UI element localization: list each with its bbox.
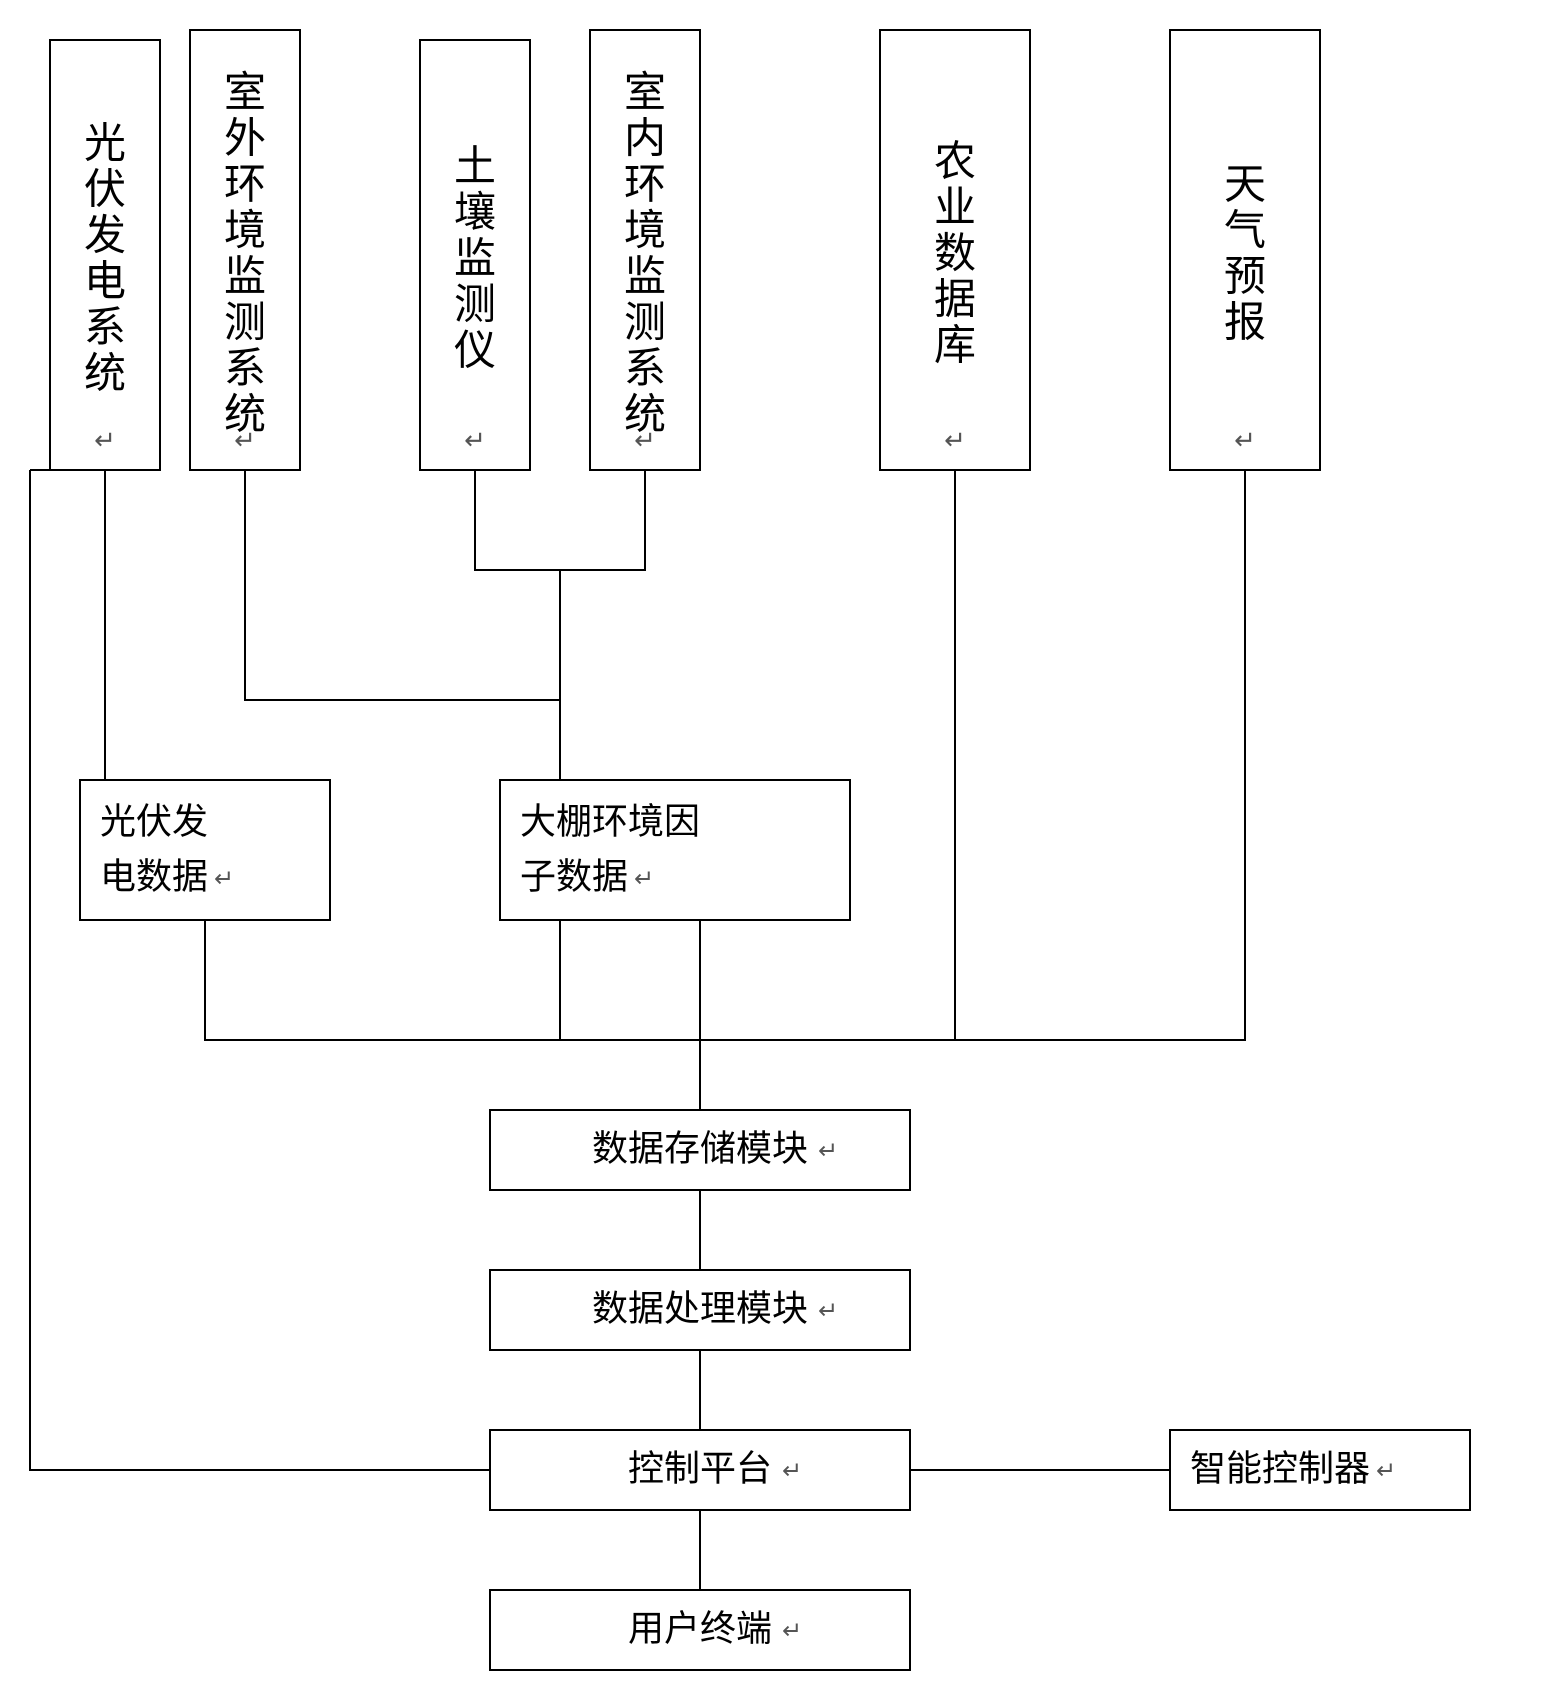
top-box-weather-char-3: 报 bbox=[1224, 301, 1266, 347]
top-box-outdoor-char-4: 监 bbox=[224, 255, 266, 301]
top-box-agri-arrow-icon: ↵ bbox=[944, 425, 966, 455]
stack-box-storage: 数据存储模块 ↵ bbox=[490, 1110, 910, 1190]
top-box-agri: 农业数据库 ↵ bbox=[880, 30, 1030, 470]
stack-box-process-arrow-icon: ↵ bbox=[818, 1297, 838, 1324]
top-box-soil-arrow-icon: ↵ bbox=[464, 425, 486, 455]
top-box-pv: 光伏发电系统 ↵ bbox=[50, 40, 160, 470]
top-box-indoor: 室内环境监测系统↵ bbox=[590, 30, 700, 470]
stack-box-platform: 控制平台 ↵ bbox=[490, 1430, 910, 1510]
top-box-soil-char-3: 测 bbox=[454, 283, 496, 329]
mid-box-envdata-line2: 子数据 bbox=[520, 856, 628, 896]
edges-group bbox=[30, 470, 1245, 1590]
top-box-soil-char-2: 监 bbox=[454, 237, 496, 283]
top-box-weather-char-1: 气 bbox=[1224, 209, 1266, 255]
edge-2 bbox=[475, 470, 645, 570]
top-box-outdoor-char-5: 测 bbox=[224, 301, 266, 347]
top-box-indoor-char-6: 系 bbox=[624, 347, 666, 393]
top-box-agri-char-0: 农 bbox=[934, 140, 976, 186]
stack-box-process: 数据处理模块 ↵ bbox=[490, 1270, 910, 1350]
top-box-soil: 土壤监测仪 ↵ bbox=[420, 40, 530, 470]
top-box-agri-char-4: 库 bbox=[934, 324, 976, 370]
top-box-pv-char-3: 电 bbox=[84, 260, 126, 306]
top-box-pv-char-0: 光 bbox=[84, 122, 126, 168]
top-box-agri-char-3: 据 bbox=[934, 278, 976, 324]
top-box-outdoor-char-6: 系 bbox=[224, 347, 266, 393]
top-box-pv-char-1: 伏 bbox=[84, 168, 126, 214]
top-box-pv-char-4: 系 bbox=[84, 306, 126, 352]
top-box-indoor-char-4: 监 bbox=[624, 255, 666, 301]
top-box-indoor-char-0: 室 bbox=[624, 70, 666, 117]
edge-6 bbox=[205, 920, 700, 1040]
top-box-outdoor-char-2: 环 bbox=[224, 163, 266, 209]
top-box-outdoor-arrow-icon: ↵ bbox=[234, 425, 256, 455]
top-box-agri-char-1: 业 bbox=[934, 186, 976, 232]
top-box-indoor-char-5: 测 bbox=[624, 301, 666, 347]
right-box-smart-arrow-icon: ↵ bbox=[1376, 1457, 1396, 1484]
mid-box-envdata: 大棚环境因子数据↵ bbox=[500, 780, 850, 920]
right-box-smart: 智能控制器↵ bbox=[1170, 1430, 1470, 1510]
mid-box-envdata-arrow-icon: ↵ bbox=[634, 865, 654, 892]
stack-box-terminal: 用户终端 ↵ bbox=[490, 1590, 910, 1670]
top-box-indoor-char-3: 境 bbox=[624, 208, 666, 255]
top-box-pv-char-5: 统 bbox=[84, 352, 126, 398]
top-box-weather-char-2: 预 bbox=[1224, 255, 1266, 301]
mid-box-pvdata-line1: 光伏发 bbox=[100, 801, 208, 841]
edge-1 bbox=[245, 470, 560, 1040]
stack-box-process-label: 数据处理模块 bbox=[592, 1288, 808, 1328]
top-box-weather-arrow-icon: ↵ bbox=[1234, 425, 1256, 455]
top-box-pv-char-2: 发 bbox=[84, 214, 126, 260]
edge-5 bbox=[700, 470, 1245, 1040]
top-box-outdoor-char-1: 外 bbox=[224, 117, 266, 163]
stack-box-platform-arrow-icon: ↵ bbox=[782, 1457, 802, 1484]
top-box-indoor-char-1: 内 bbox=[624, 117, 666, 163]
stack-box-platform-label: 控制平台 bbox=[628, 1448, 772, 1488]
mid-box-envdata-line1: 大棚环境因 bbox=[520, 801, 700, 841]
right-box-smart-label: 智能控制器 bbox=[1190, 1448, 1370, 1488]
top-box-soil-char-4: 仪 bbox=[454, 329, 496, 375]
top-box-agri-char-2: 数 bbox=[934, 232, 976, 278]
top-box-outdoor: 室外环境监测系统↵ bbox=[190, 30, 300, 470]
stack-box-terminal-label: 用户终端 bbox=[628, 1608, 772, 1648]
top-box-outdoor-char-0: 室 bbox=[224, 70, 266, 117]
stack-box-storage-label: 数据存储模块 bbox=[592, 1128, 808, 1168]
top-box-soil-char-1: 壤 bbox=[454, 190, 496, 237]
mid-box-pvdata: 光伏发电数据↵ bbox=[80, 780, 330, 920]
top-box-weather: 天气预报 ↵ bbox=[1170, 30, 1320, 470]
mid-box-pvdata-line2: 电数据 bbox=[100, 856, 208, 896]
edge-4 bbox=[700, 470, 955, 1040]
top-box-weather-char-0: 天 bbox=[1224, 163, 1266, 209]
mid-box-pvdata-arrow-icon: ↵ bbox=[214, 865, 234, 892]
stack-box-terminal-arrow-icon: ↵ bbox=[782, 1617, 802, 1644]
stack-box-storage-arrow-icon: ↵ bbox=[818, 1137, 838, 1164]
top-box-pv-arrow-icon: ↵ bbox=[94, 425, 116, 455]
top-box-outdoor-char-3: 境 bbox=[224, 208, 266, 255]
top-box-indoor-char-2: 环 bbox=[624, 163, 666, 209]
diagram-canvas: 光伏发电系统↵室外环境监测系统↵土壤监测仪↵室内环境监测系统↵农业数据库↵天气预… bbox=[0, 0, 1552, 1707]
edge-12 bbox=[30, 470, 490, 1470]
top-box-indoor-arrow-icon: ↵ bbox=[634, 425, 656, 455]
top-box-soil-char-0: 土 bbox=[454, 145, 496, 191]
